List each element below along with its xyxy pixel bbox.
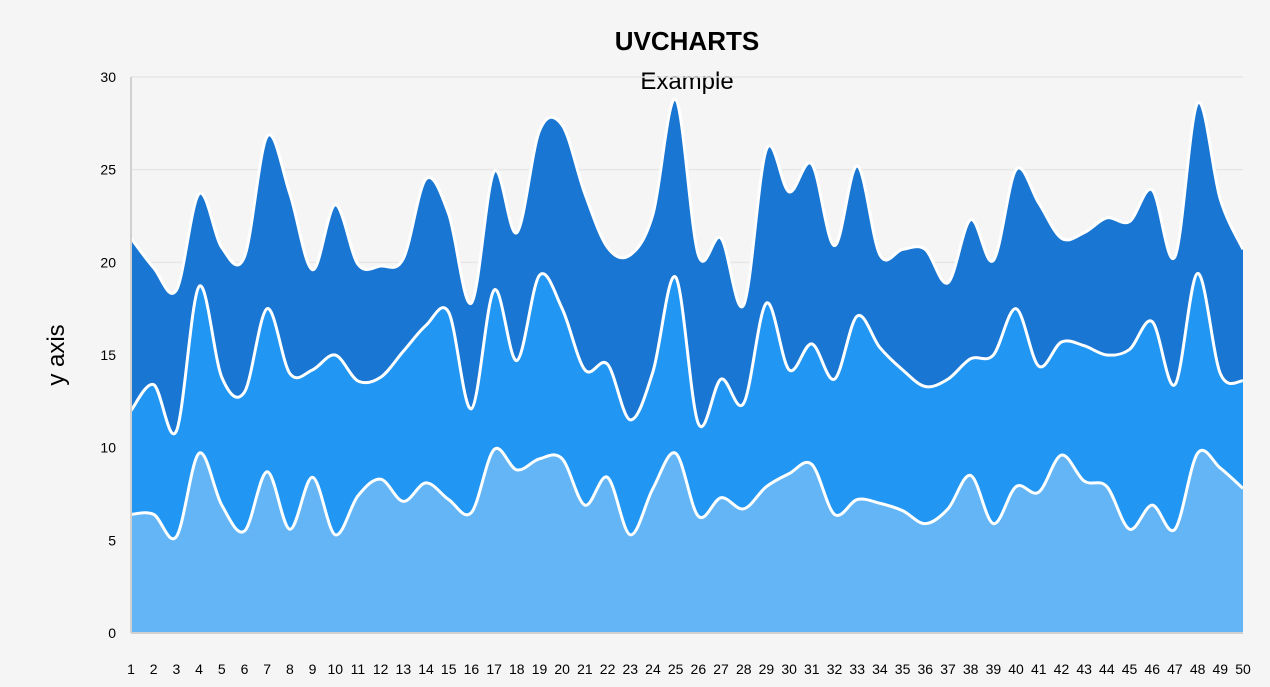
y-tick-label-5: 25: [100, 162, 116, 178]
series-lines: [129, 97, 1245, 541]
x-tick-label-16: 16: [464, 661, 480, 677]
x-tick-label-42: 42: [1054, 661, 1070, 677]
x-tick-label-48: 48: [1190, 661, 1206, 677]
y-tick-label-6: 30: [100, 69, 116, 85]
x-tick-label-14: 14: [418, 661, 434, 677]
x-tick-label-27: 27: [713, 661, 729, 677]
x-tick-label-25: 25: [668, 661, 684, 677]
x-tick-label-32: 32: [827, 661, 843, 677]
y-axis-label: y axis: [43, 324, 70, 385]
x-tick-label-17: 17: [486, 661, 502, 677]
x-tick-label-34: 34: [872, 661, 888, 677]
x-tick-label-28: 28: [736, 661, 752, 677]
x-tick-label-40: 40: [1008, 661, 1024, 677]
x-tick-label-21: 21: [577, 661, 593, 677]
x-tick-label-7: 7: [263, 661, 271, 677]
x-tick-label-12: 12: [373, 661, 389, 677]
x-tick-label-15: 15: [441, 661, 457, 677]
x-tick-label-26: 26: [691, 661, 707, 677]
x-tick-label-50: 50: [1235, 661, 1251, 677]
x-tick-label-35: 35: [895, 661, 911, 677]
x-tick-label-39: 39: [986, 661, 1002, 677]
x-tick-label-20: 20: [554, 661, 570, 677]
series-line-3: [129, 97, 1245, 309]
x-tick-label-4: 4: [195, 661, 203, 677]
x-tick-label-11: 11: [351, 661, 366, 677]
x-tick-label-38: 38: [963, 661, 979, 677]
x-tick-label-1: 1: [127, 661, 135, 677]
x-tick-label-46: 46: [1144, 661, 1160, 677]
x-tick-label-41: 41: [1031, 661, 1047, 677]
x-tick-label-43: 43: [1076, 661, 1092, 677]
x-tick-label-31: 31: [804, 661, 820, 677]
y-tick-label-3: 15: [100, 347, 116, 363]
x-tick-label-37: 37: [940, 661, 956, 677]
series-line-2: [129, 271, 1244, 436]
y-tick-label-4: 20: [100, 254, 116, 270]
x-tick-label-9: 9: [309, 661, 317, 677]
chart-title: UVCHARTS: [615, 26, 759, 56]
x-tick-label-13: 13: [396, 661, 412, 677]
x-tick-label-24: 24: [645, 661, 661, 677]
x-tick-label-3: 3: [172, 661, 180, 677]
y-tick-label-2: 10: [100, 440, 116, 456]
x-tick-label-44: 44: [1099, 661, 1115, 677]
axes: [130, 77, 1243, 634]
series-line-1: [130, 446, 1245, 541]
x-tick-label-47: 47: [1167, 661, 1183, 677]
x-tick-label-2: 2: [150, 661, 158, 677]
x-axis-ticks: 1 2 3 4 5 6 7 8 9 10 11 12 13 14 15 16 17 18 19 20 21 22 23 24 2…: [127, 661, 1251, 677]
chart-subtitle: Example: [640, 68, 733, 95]
x-tick-label-22: 22: [600, 661, 616, 677]
x-tick-label-49: 49: [1213, 661, 1229, 677]
x-tick-label-36: 36: [917, 661, 933, 677]
x-tick-label-10: 10: [327, 661, 343, 677]
y-axis-ticks: 0 5 10 15 20 25 30: [100, 69, 116, 641]
x-tick-label-18: 18: [509, 661, 525, 677]
x-tick-label-33: 33: [849, 661, 865, 677]
x-tick-label-45: 45: [1122, 661, 1138, 677]
x-tick-label-5: 5: [218, 661, 226, 677]
x-tick-label-8: 8: [286, 661, 294, 677]
y-tick-label-1: 5: [108, 532, 116, 548]
x-tick-label-19: 19: [532, 661, 548, 677]
series-area-1: [131, 448, 1243, 633]
y-tick-label-0: 0: [108, 625, 116, 641]
x-tick-label-6: 6: [241, 661, 249, 677]
x-tick-label-29: 29: [759, 661, 775, 677]
x-tick-label-30: 30: [781, 661, 797, 677]
x-tick-label-23: 23: [622, 661, 638, 677]
